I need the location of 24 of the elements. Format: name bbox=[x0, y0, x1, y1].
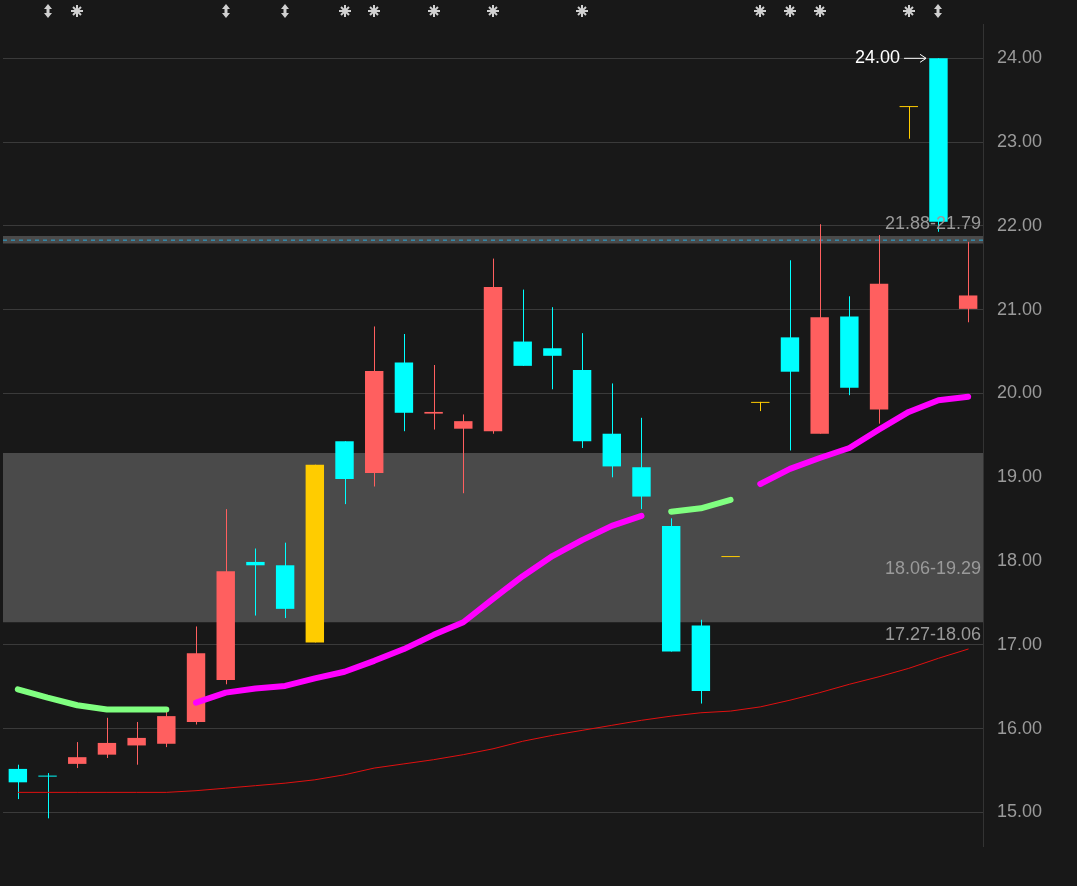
y-tick-label: 19.00 bbox=[997, 466, 1043, 487]
candlestick bbox=[454, 413, 473, 494]
y-tick-label: 23.00 bbox=[997, 131, 1043, 152]
candlestick bbox=[68, 741, 87, 769]
y-tick-label: 22.00 bbox=[997, 214, 1043, 235]
candlestick bbox=[38, 772, 57, 819]
candlestick bbox=[97, 717, 117, 759]
y-tick-label: 24.00 bbox=[997, 47, 1043, 68]
candlestick bbox=[424, 364, 443, 431]
y-tick-label: 18.00 bbox=[997, 550, 1043, 571]
candlestick bbox=[246, 548, 265, 617]
band-label: 18.06-19.29 bbox=[884, 558, 981, 579]
candlestick bbox=[899, 105, 918, 140]
y-tick-label: 16.00 bbox=[997, 717, 1043, 738]
y-tick-label: 15.00 bbox=[997, 801, 1043, 822]
annotation: 24.00 bbox=[855, 47, 901, 68]
candlestick bbox=[127, 721, 146, 766]
candlestick bbox=[543, 306, 562, 390]
y-tick-label: 17.00 bbox=[997, 633, 1043, 654]
candlestick bbox=[8, 764, 28, 800]
y-tick-label: 21.00 bbox=[997, 298, 1043, 319]
candlestick bbox=[958, 241, 978, 323]
y-tick-label: 20.00 bbox=[997, 382, 1043, 403]
band-label: 17.27-18.06 bbox=[884, 624, 981, 645]
